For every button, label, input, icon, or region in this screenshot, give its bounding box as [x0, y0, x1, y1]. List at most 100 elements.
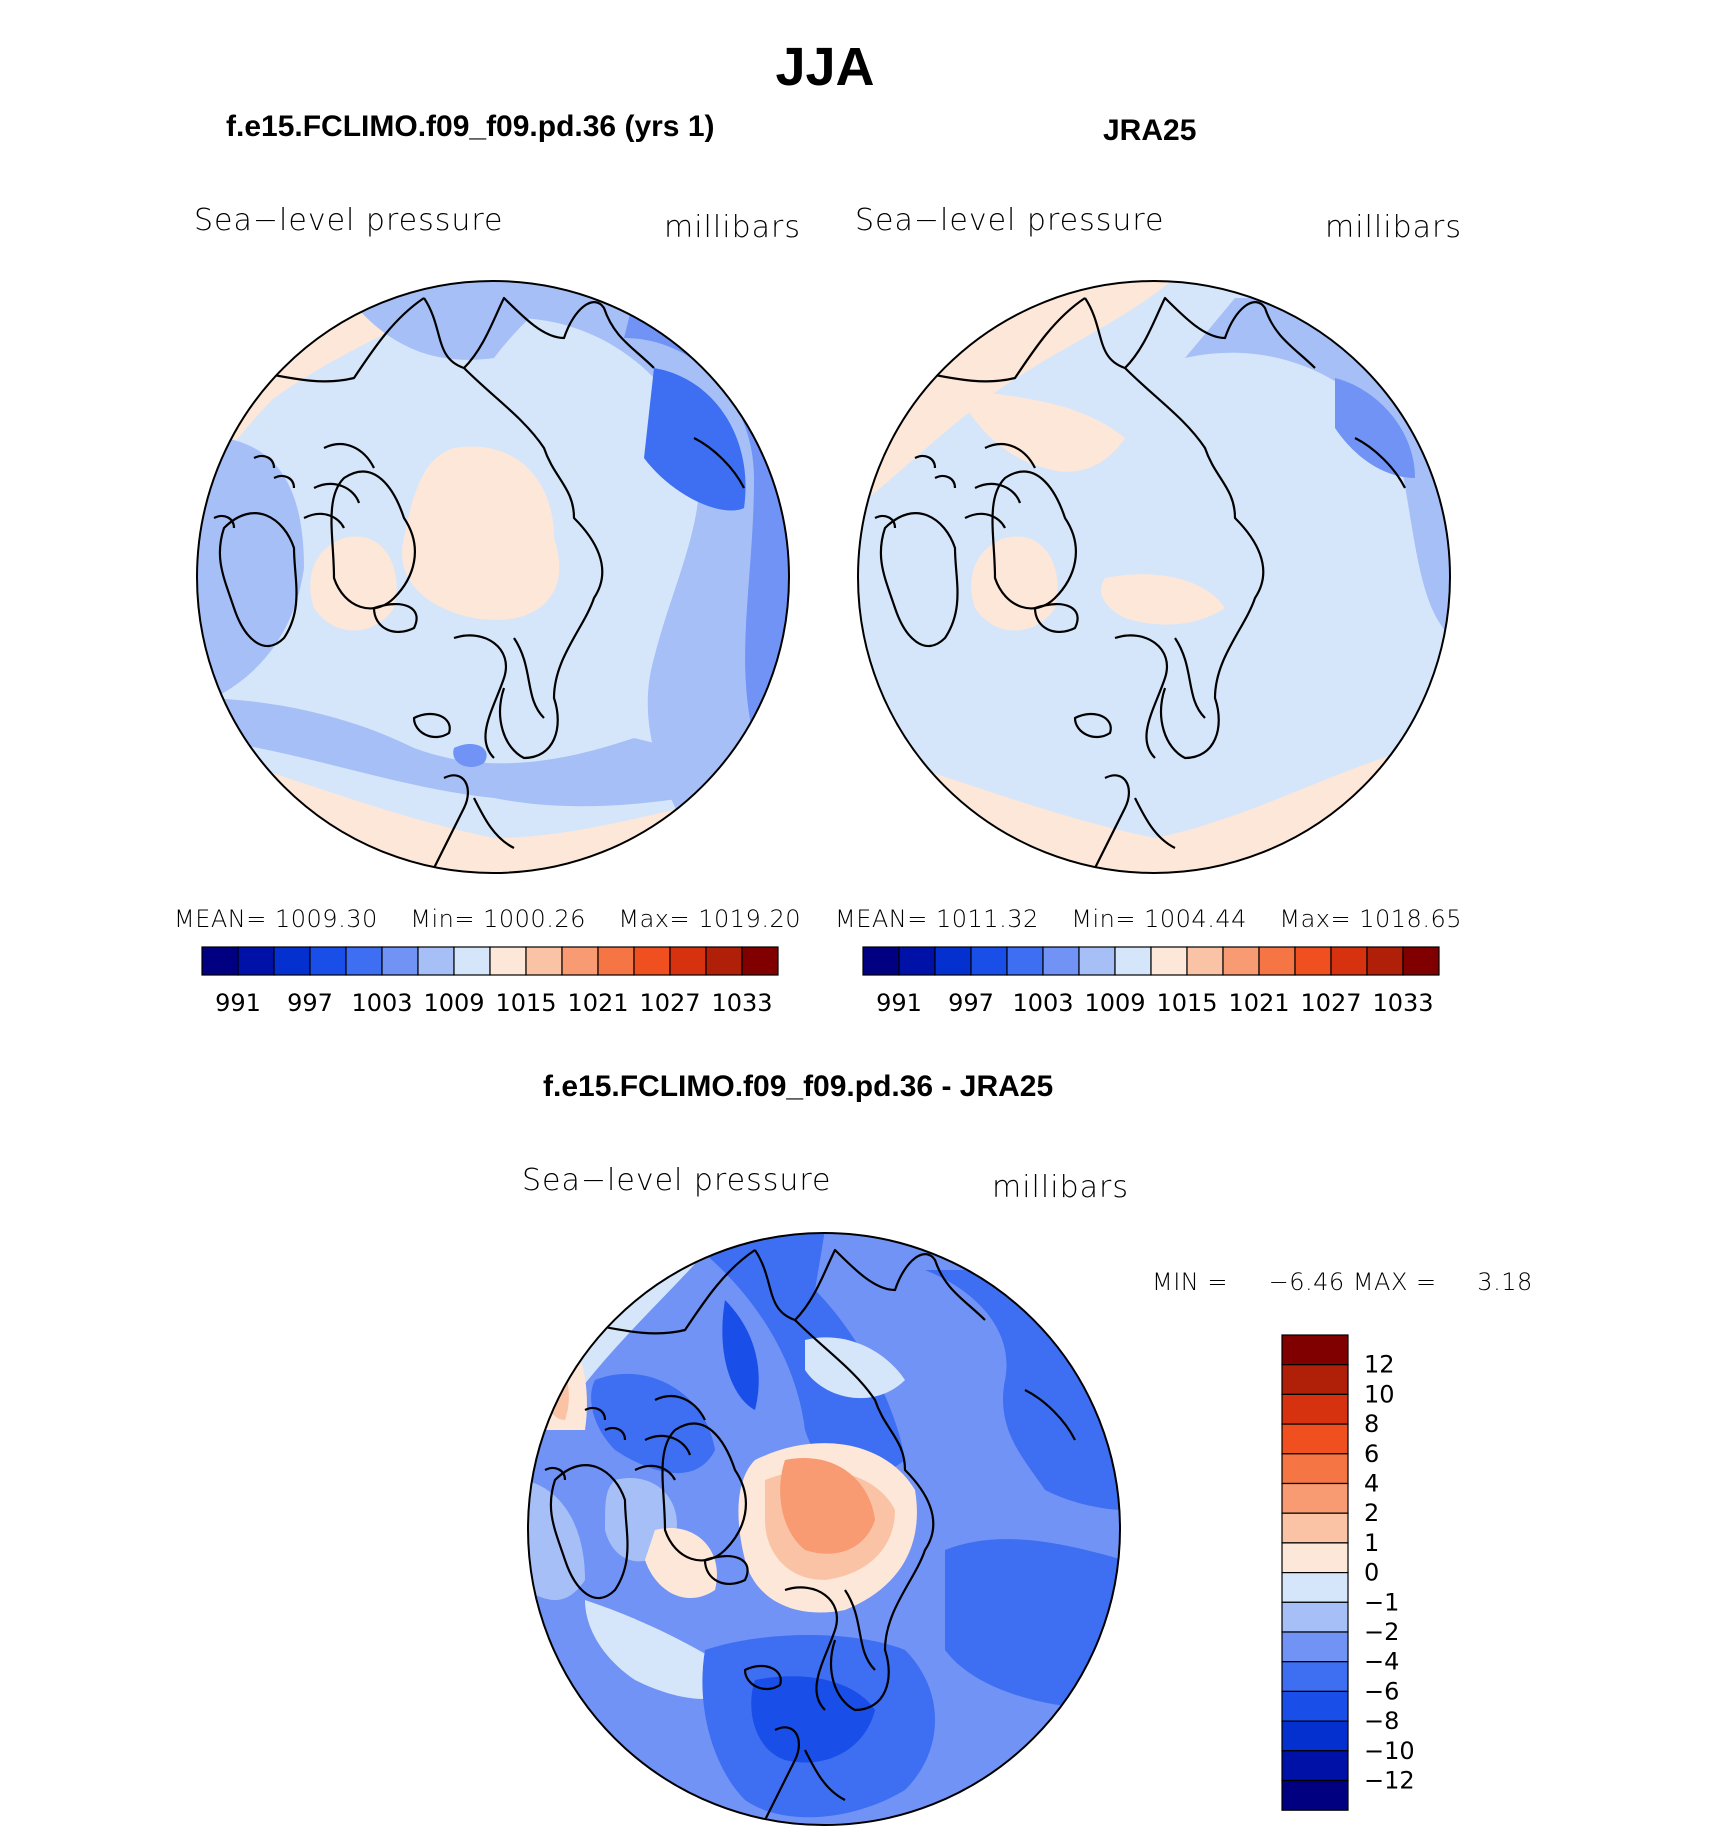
difference-colorbar-swatch	[1281, 1423, 1349, 1455]
model-colorbar-swatch	[633, 946, 671, 976]
model-slp-map	[196, 280, 790, 874]
model-colorbar-tick-label: 1021	[567, 989, 628, 1017]
model-colorbar-swatch	[345, 946, 383, 976]
model-colorbar-swatch	[741, 946, 779, 976]
jra25-colorbar-swatch	[1078, 946, 1116, 976]
difference-colorbar-swatch	[1281, 1661, 1349, 1693]
jra25-colorbar-swatch	[1186, 946, 1224, 976]
diff-variable-label: Sea−level pressure	[522, 1163, 832, 1198]
model-colorbar-swatch	[705, 946, 743, 976]
difference-colorbar-swatch	[1281, 1750, 1349, 1782]
jra25-colorbar-swatch	[970, 946, 1008, 976]
panel1-title: f.e15.FCLIMO.f09_f09.pd.36 (yrs 1)	[226, 110, 715, 143]
panel1-min-label: Min=	[410, 905, 475, 933]
difference-colorbar-swatch	[1281, 1720, 1349, 1752]
model-colorbar-tick-label: 1003	[351, 989, 412, 1017]
difference-colorbar-swatch	[1281, 1453, 1349, 1485]
jra25-colorbar-swatch	[1330, 946, 1368, 976]
difference-colorbar-tick-label: −10	[1364, 1737, 1415, 1765]
difference-colorbar-swatch	[1281, 1572, 1349, 1603]
model-colorbar-swatch	[525, 946, 563, 976]
difference-colorbar-swatch	[1281, 1364, 1349, 1396]
panel1-units-label: millibars	[664, 210, 801, 245]
panel2-mean-value: 1011.32	[936, 905, 1039, 933]
diff-units-label: millibars	[992, 1170, 1129, 1205]
diff-minmax: MIN = −6.46 MAX = 3.18	[1152, 1268, 1533, 1296]
jra25-colorbar-tick-label: 1021	[1228, 989, 1289, 1017]
panel2-max-value: 1018.65	[1359, 905, 1462, 933]
diff-min-value: −6.46	[1268, 1268, 1345, 1296]
difference-colorbar-tick-label: 4	[1364, 1470, 1379, 1498]
jra25-colorbar-swatch	[1402, 946, 1440, 976]
panel1-variable-label: Sea−level pressure	[194, 203, 504, 238]
jra25-colorbar-swatch	[934, 946, 972, 976]
difference-slp-map	[527, 1232, 1121, 1826]
difference-colorbar-swatch	[1281, 1690, 1349, 1722]
difference-colorbar-swatch	[1281, 1482, 1349, 1514]
model-colorbar-tick-label: 1015	[495, 989, 556, 1017]
jra25-colorbar-tick-label: 1003	[1012, 989, 1073, 1017]
model-colorbar-swatch	[453, 946, 491, 976]
diff-min-label: MIN =	[1152, 1268, 1228, 1296]
model-colorbar: 991 997 1003 1009 1015 1021 1027 1033	[201, 946, 779, 1017]
jra25-colorbar-swatch	[1366, 946, 1404, 976]
difference-colorbar-tick-label: 8	[1364, 1410, 1379, 1438]
model-colorbar-swatch	[237, 946, 275, 976]
jra25-colorbar-swatch	[1006, 946, 1044, 976]
difference-colorbar-tick-label: 10	[1364, 1380, 1395, 1408]
model-colorbar-swatch	[417, 946, 455, 976]
jra25-colorbar-tick-label: 1015	[1156, 989, 1217, 1017]
model-colorbar-swatch	[381, 946, 419, 976]
difference-colorbar-swatch	[1281, 1631, 1349, 1663]
model-colorbar-tick-label: 991	[215, 989, 261, 1017]
model-colorbar-swatch	[597, 946, 635, 976]
difference-colorbar-swatch	[1281, 1512, 1349, 1544]
panel2-units-label: millibars	[1325, 210, 1462, 245]
jra25-colorbar-tick-label: 991	[876, 989, 922, 1017]
diff-max-value: 3.18	[1477, 1268, 1533, 1296]
difference-colorbar-tick-label: −6	[1364, 1677, 1399, 1705]
jra25-colorbar-swatch	[1150, 946, 1188, 976]
panel2-min-label: Min=	[1071, 905, 1136, 933]
jra25-colorbar-tick-label: 1009	[1084, 989, 1145, 1017]
jra25-slp-map	[857, 280, 1451, 874]
difference-colorbar-tick-label: 12	[1364, 1351, 1395, 1379]
jra25-colorbar-swatch	[1258, 946, 1296, 976]
panel2-max-label: Max=	[1279, 905, 1352, 933]
difference-colorbar-tick-label: 0	[1364, 1559, 1379, 1587]
diff-panel-title: f.e15.FCLIMO.f09_f09.pd.36 - JRA25	[543, 1070, 1054, 1103]
model-colorbar-swatch	[489, 946, 527, 976]
model-colorbar-tick-label: 997	[287, 989, 333, 1017]
panel1-max-label: Max=	[618, 905, 691, 933]
jra25-colorbar-swatch	[862, 946, 900, 976]
panel1-mean-label: MEAN=	[174, 905, 267, 933]
panel2-stats: MEAN= 1011.32 Min= 1004.44 Max= 1018.65	[835, 905, 1462, 933]
model-colorbar-swatch	[309, 946, 347, 976]
jra25-colorbar-swatch	[1222, 946, 1260, 976]
difference-colorbar-tick-label: 2	[1364, 1499, 1379, 1527]
panel2-title: JRA25	[1103, 114, 1197, 147]
jra25-colorbar-swatch	[1114, 946, 1152, 976]
model-colorbar-swatch	[561, 946, 599, 976]
jra25-colorbar: 991 997 1003 1009 1015 1021 1027 1033	[862, 946, 1440, 1017]
difference-colorbar-tick-label: −2	[1364, 1618, 1399, 1646]
page-title: JJA	[775, 37, 875, 97]
difference-colorbar-tick-label: −4	[1364, 1648, 1399, 1676]
model-colorbar-tick-label: 1033	[711, 989, 772, 1017]
jra25-colorbar-tick-label: 1033	[1372, 989, 1433, 1017]
difference-colorbar-swatch	[1281, 1601, 1349, 1633]
difference-colorbar-swatch	[1281, 1334, 1349, 1366]
panel2-mean-label: MEAN=	[835, 905, 928, 933]
model-colorbar-swatch	[273, 946, 311, 976]
jra25-colorbar-tick-label: 1027	[1300, 989, 1361, 1017]
difference-colorbar-tick-label: −12	[1364, 1767, 1415, 1795]
difference-colorbar-tick-label: −8	[1364, 1707, 1399, 1735]
panel1-max-value: 1019.20	[698, 905, 801, 933]
difference-colorbar-swatch	[1281, 1779, 1349, 1811]
model-colorbar-swatch	[669, 946, 707, 976]
difference-colorbar-swatch	[1281, 1393, 1349, 1425]
difference-colorbar-tick-label: 1	[1364, 1529, 1379, 1557]
panel1-stats: MEAN= 1009.30 Min= 1000.26 Max= 1019.20	[174, 905, 801, 933]
diff-max-label: MAX =	[1352, 1268, 1437, 1296]
